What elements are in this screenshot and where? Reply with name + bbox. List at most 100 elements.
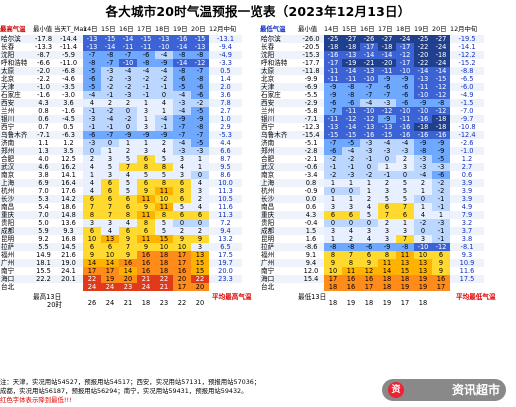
city-name: 南京 <box>261 171 275 179</box>
temp-value: -11 <box>119 43 137 51</box>
temp-value: -18 <box>432 51 450 59</box>
table-row: 拉萨 5.5 14.5 6 6 7 9 10 10 3 6.5 <box>0 243 242 251</box>
temp-value: -14 <box>173 43 191 51</box>
temp-value: 4 <box>414 211 432 219</box>
temp-value: -14 <box>378 51 396 59</box>
temp-value: 15 <box>155 235 173 243</box>
temp-value: 4 <box>155 99 173 107</box>
temp-value: -10.8 <box>458 123 476 131</box>
temp-value: 10.9 <box>459 259 475 267</box>
temp-value: 3 <box>360 227 378 235</box>
temp-value: 5 <box>137 171 155 179</box>
column-header: 15日 <box>342 25 357 33</box>
temp-value: -16 <box>432 131 450 139</box>
temp-value: 4 <box>83 187 101 195</box>
temp-value: 17 <box>83 267 101 275</box>
city-name: 成都 <box>1 227 15 235</box>
table-row: 南昌 0.6 3 3 4 6 7 1 -1 4.9 <box>260 203 484 211</box>
temp-value: 20.0 <box>218 267 233 275</box>
temp-value: -10 <box>360 75 378 83</box>
temp-value: 1 <box>119 139 137 147</box>
temp-value: 3 <box>396 227 414 235</box>
table-row: 合肥 -2.1 -2 -2 -1 0 2 -3 -5 1.2 <box>260 155 484 163</box>
temp-value: 14.8 <box>61 211 76 219</box>
city-name: 广州 <box>1 259 15 267</box>
city-name: 石家庄 <box>1 91 21 99</box>
temp-value: 6 <box>83 195 101 203</box>
footer-value: 17 <box>400 299 410 307</box>
city-name: 乌鲁木齐 <box>1 131 28 139</box>
temp-value: 1.6 <box>305 235 317 243</box>
temp-value: 5 <box>378 195 396 203</box>
temp-value: 10 <box>155 195 173 203</box>
temp-value: 6 <box>342 211 360 219</box>
city-name: 重庆 <box>261 211 275 219</box>
temp-value: -8 <box>137 59 155 67</box>
temp-value: 1.1 <box>38 139 49 147</box>
footer-sub-label: 20时 <box>47 301 62 309</box>
temp-value: 9 <box>432 267 450 275</box>
footer-value: 26 <box>87 299 97 307</box>
temp-value: -3 <box>101 67 119 75</box>
city-name: 乌鲁木齐 <box>261 131 288 139</box>
temp-value: 20.1 <box>61 275 76 283</box>
temp-value: 17 <box>173 251 191 259</box>
temp-value: 6 <box>101 179 119 187</box>
temp-value: -3 <box>342 171 360 179</box>
temp-value: -1.6 <box>62 107 75 115</box>
temp-value: 11 <box>155 187 173 195</box>
city-name: 南京 <box>1 171 15 179</box>
temp-value: -7 <box>173 123 191 131</box>
temp-value: 0 <box>191 219 209 227</box>
temp-value: -2.0 <box>37 67 50 75</box>
temp-value: 16 <box>137 259 155 267</box>
temp-value: 7.0 <box>38 187 49 195</box>
city-name: 南昌 <box>261 203 275 211</box>
temp-value: 7 <box>378 211 396 219</box>
temp-value: -2.9 <box>304 99 318 107</box>
temp-value: -8 <box>324 243 342 251</box>
temp-value: -0.6 <box>304 163 318 171</box>
temp-value: -6 <box>324 147 342 155</box>
temp-value: 14 <box>119 267 137 275</box>
temp-value: 19.7 <box>218 259 233 267</box>
temp-value: 9 <box>191 235 209 243</box>
temp-value: -10 <box>360 107 378 115</box>
temp-value: -2 <box>137 75 155 83</box>
temp-value: 11.3 <box>218 211 233 219</box>
temp-value: 9.4 <box>220 227 231 235</box>
city-name: 天津 <box>1 83 15 91</box>
temp-value: -27 <box>432 35 450 43</box>
temp-value: -7 <box>101 131 119 139</box>
temp-value: -6 <box>83 75 101 83</box>
temp-value: -13 <box>360 67 378 75</box>
column-header: 最高气温 <box>0 25 26 33</box>
temp-value: 6 <box>137 227 155 235</box>
temp-value: -12 <box>378 107 396 115</box>
footnote-1: 注：天津，实况用站54527，预报用站54517；西安，实况用站57131，预报… <box>0 378 261 386</box>
footnote-2: 成都，实况用站56187，预报用站56294；南宁，实况用站59431，预报用站… <box>0 387 248 395</box>
temp-value: 5.4 <box>38 203 49 211</box>
temp-value: -12.4 <box>458 131 476 139</box>
temp-value: 7 <box>396 203 414 211</box>
temp-value: -3 <box>360 147 378 155</box>
temp-value: -2 <box>414 219 432 227</box>
table-row: 成都 1.5 3 4 3 3 3 0 -1 3.7 <box>260 227 484 235</box>
temp-value: -1 <box>137 83 155 91</box>
temp-value: 19 <box>396 283 414 291</box>
temp-value: -10 <box>414 91 432 99</box>
temp-value: 0 <box>324 187 342 195</box>
temp-value: 6 <box>173 211 191 219</box>
temp-value: 1.3 <box>38 147 49 155</box>
table-row: 海口 15.4 17 16 16 18 18 19 16 17.5 <box>260 275 484 283</box>
temp-value: 3 <box>378 227 396 235</box>
footer-value: 18 <box>364 299 374 307</box>
temp-value: -17.8 <box>34 35 53 43</box>
temp-value: -18 <box>432 115 450 123</box>
city-name: 银川 <box>261 115 275 123</box>
temp-value: -5.5 <box>304 91 318 99</box>
temp-value: 2 <box>414 179 432 187</box>
temp-value: 1 <box>191 155 209 163</box>
table-row: 上海 0.8 1 1 1 2 5 2 -2 3.9 <box>260 179 484 187</box>
temp-value: -5 <box>83 67 101 75</box>
